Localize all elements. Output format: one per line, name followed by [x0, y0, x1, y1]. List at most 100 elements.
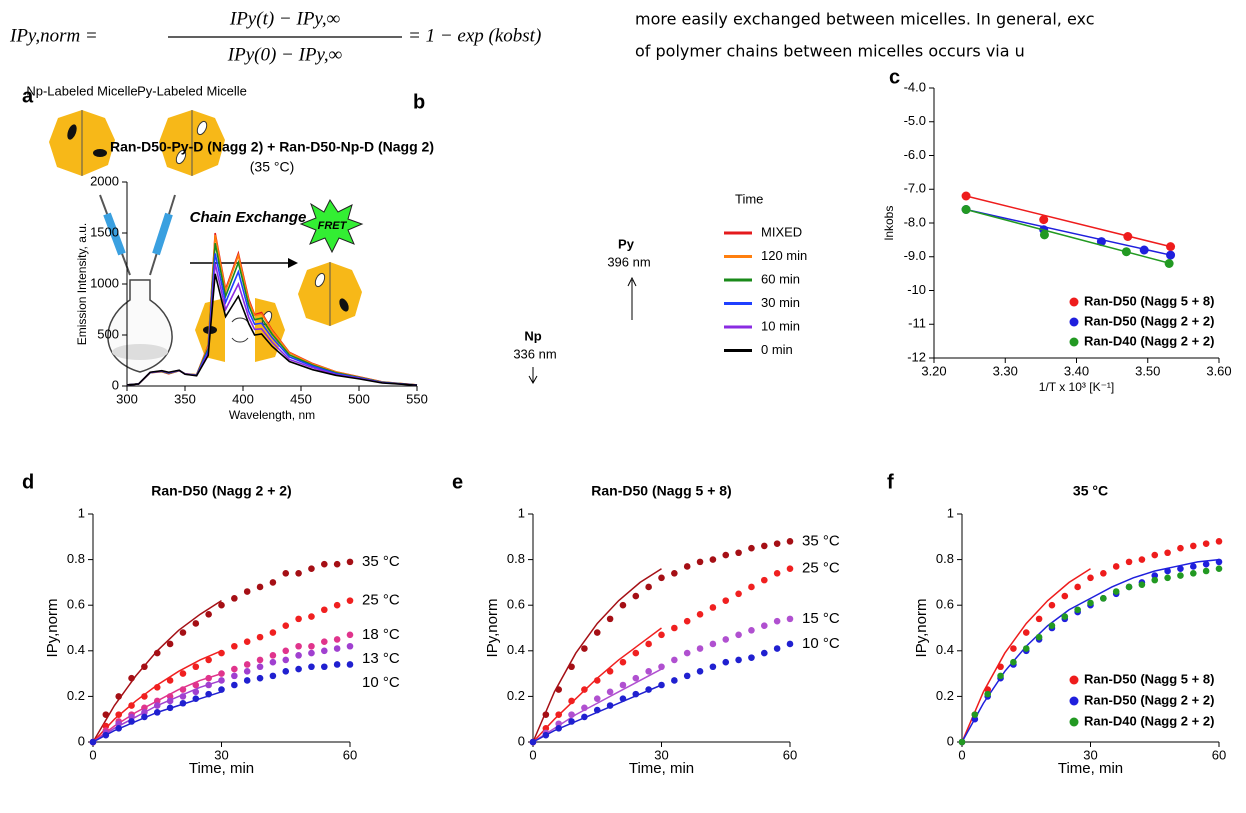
- legend-entry: 120 min: [761, 248, 807, 263]
- data-point: [958, 738, 966, 746]
- data-point: [722, 597, 730, 604]
- flask-liquid: [112, 344, 168, 360]
- annotation: Py: [618, 236, 635, 251]
- exchange-arrows: [231, 317, 249, 343]
- y-tick-label: 0.2: [936, 688, 954, 703]
- syringe: [99, 194, 131, 276]
- x-tick-label: 3.30: [993, 363, 1018, 378]
- y-tick-label: 0.6: [936, 597, 954, 612]
- fret-label: FRET: [318, 220, 348, 232]
- data-point: [205, 611, 212, 618]
- y-tick-label: -11: [908, 316, 926, 331]
- data-point: [593, 629, 601, 636]
- fit-line: [532, 684, 662, 743]
- y-tick-label: 0.2: [67, 688, 85, 703]
- y-tick-label: 0.2: [507, 688, 525, 703]
- x-tick-label: 0: [89, 747, 96, 762]
- data-point: [1190, 542, 1197, 550]
- data-point: [218, 649, 225, 657]
- data-point: [1061, 592, 1069, 600]
- arrow-label: Chain Exchange: [190, 209, 307, 226]
- data-point: [243, 677, 251, 684]
- legend-marker: [1069, 696, 1079, 706]
- data-point: [333, 661, 341, 668]
- y-tick-label: 0.6: [507, 597, 525, 612]
- data-point: [658, 663, 665, 671]
- y-tick-label: 1: [947, 505, 954, 520]
- data-point: [308, 649, 315, 657]
- equation-rhs: = 1 − exp (kobst): [408, 25, 541, 46]
- data-point: [786, 640, 794, 648]
- data-point: [786, 538, 794, 545]
- panel-label: f: [887, 471, 894, 493]
- data-point: [1138, 581, 1146, 588]
- data-point: [1048, 601, 1056, 609]
- data-point: [346, 642, 354, 650]
- data-point: [619, 681, 627, 689]
- series-label: 25 °C: [362, 592, 400, 609]
- x-tick-label: 0: [529, 747, 536, 762]
- data-point: [321, 647, 328, 655]
- annotation-arrow: [627, 276, 637, 320]
- y-tick-label: 0.6: [67, 597, 85, 612]
- data-point: [773, 617, 781, 625]
- data-point: [696, 645, 704, 652]
- data-point: [735, 549, 742, 557]
- annotation: Np: [524, 328, 541, 343]
- data-point: [269, 579, 277, 586]
- data-point: [1022, 629, 1030, 636]
- data-point: [593, 695, 601, 702]
- data-point: [1125, 583, 1133, 591]
- data-point: [256, 674, 264, 682]
- y-tick-label: -4.0: [904, 79, 926, 94]
- data-point: [243, 668, 251, 675]
- series-label: 10 °C: [802, 635, 840, 652]
- data-point: [997, 672, 1004, 680]
- annotation-arrow: [528, 367, 538, 385]
- syringe: [149, 194, 176, 276]
- x-tick-label: 300: [116, 391, 138, 406]
- data-point: [671, 656, 678, 664]
- fit-line: [965, 208, 1171, 256]
- chart-title: Ran-D50-Py-D (Nagg 2) + Ran-D50-Np-D (Na…: [110, 139, 434, 155]
- series-label: 18 °C: [362, 626, 400, 643]
- data-point: [1151, 551, 1159, 559]
- data-point: [632, 649, 640, 657]
- data-point: [192, 620, 200, 627]
- data-point: [243, 638, 251, 645]
- fit-line: [532, 627, 662, 743]
- data-point: [282, 668, 290, 675]
- data-point: [1151, 576, 1159, 584]
- data-point: [346, 631, 354, 639]
- y-tick-label: 1: [78, 505, 85, 520]
- fret-star: [299, 199, 364, 254]
- data-point: [645, 668, 652, 675]
- data-point: [1125, 558, 1133, 566]
- panel-label: d: [22, 471, 34, 493]
- data-point: [282, 656, 290, 664]
- y-tick-label: -6.0: [904, 147, 926, 162]
- micelle-label: Py-Labeled Micelle: [137, 83, 247, 98]
- x-axis-label: Time, min: [1058, 760, 1123, 777]
- data-point: [606, 668, 614, 675]
- data-point: [192, 663, 200, 671]
- data-point: [308, 613, 315, 620]
- data-point: [269, 652, 277, 659]
- panel-label: a: [22, 85, 34, 107]
- data-point: [709, 556, 717, 563]
- data-point: [748, 544, 755, 552]
- data-point: [243, 588, 251, 595]
- x-tick-label: 3.40: [1064, 363, 1089, 378]
- data-point: [1190, 563, 1197, 570]
- data-point: [619, 601, 627, 609]
- legend-entry: Ran-D50 (Nagg 5 + 8): [1084, 671, 1214, 686]
- data-point: [1177, 544, 1184, 552]
- y-axis-label: IPy,norm: [484, 599, 501, 658]
- body-text: of polymer chains between micelles occur…: [635, 42, 1025, 61]
- equation: IPy,norm = IPy(t) − IPy,∞ IPy(0) − IPy,∞…: [9, 8, 541, 65]
- data-point: [321, 606, 328, 614]
- y-tick-label: 1500: [90, 224, 119, 239]
- legend-entry: Ran-D40 (Nagg 2 + 2): [1084, 713, 1214, 728]
- data-point: [153, 649, 161, 657]
- data-point: [773, 645, 781, 652]
